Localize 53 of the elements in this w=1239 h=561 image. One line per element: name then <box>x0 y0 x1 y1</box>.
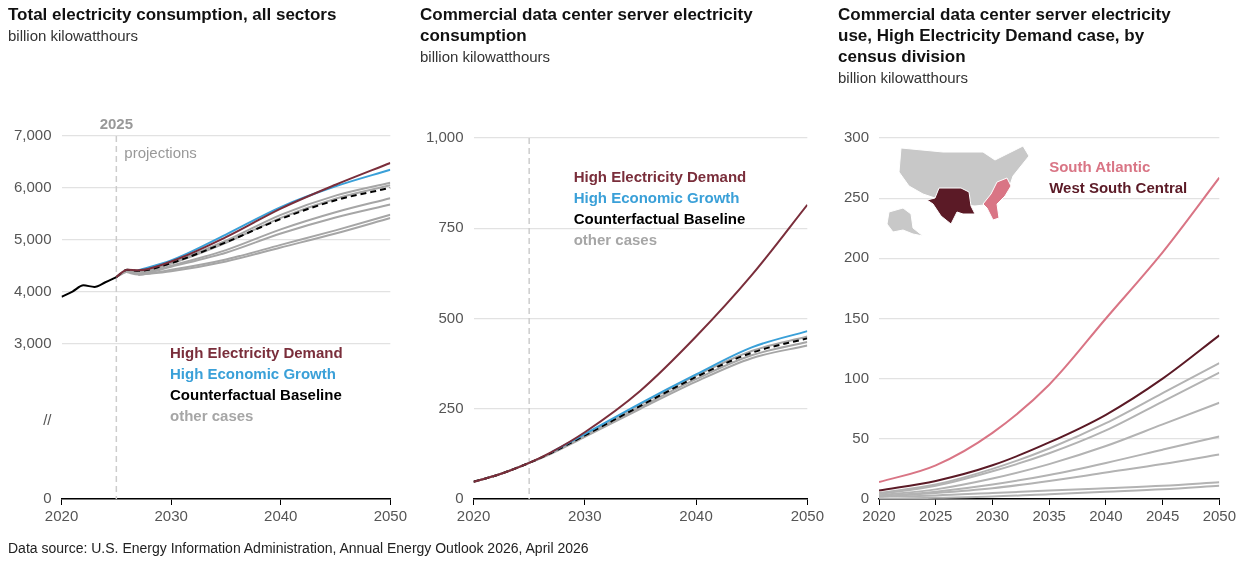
y-tick-label: 250 <box>438 398 464 416</box>
y-tick-label: 0 <box>860 489 870 507</box>
source-note: Data source: U.S. Energy Information Administration, Annual Energy Outlook 2026, April 2026 <box>8 540 589 556</box>
x-tick-label: 2020 <box>862 507 896 525</box>
chart-title: Commercial data center server electricity use, High Electricity Demand case, by census division <box>838 5 1171 66</box>
y-tick-label: 100 <box>844 368 870 386</box>
y-tick-label: 500 <box>438 308 464 326</box>
text: Counterfactual Baseline <box>170 385 342 403</box>
y-tick-label: 0 <box>43 489 52 507</box>
x-tick-label: 2040 <box>679 507 713 525</box>
y-tick-label: 6,000 <box>13 178 52 195</box>
text: High Economic Growth <box>170 364 336 382</box>
x-tick-label: 2020 <box>456 507 491 525</box>
x-tick-label: 2025 <box>919 507 953 525</box>
y-tick-label: 50 <box>852 428 870 446</box>
text: South Atlantic <box>1049 158 1151 176</box>
x-tick-label: 2050 <box>790 507 824 525</box>
y-tick-label: 4,000 <box>13 281 52 299</box>
x-tick-label: 2050 <box>373 507 407 525</box>
ref-line-label: 2025 <box>99 114 134 132</box>
text: other cases <box>170 406 254 424</box>
y-tick-label: 1,000 <box>425 128 464 146</box>
text: other cases <box>573 231 658 249</box>
x-tick-label: 2050 <box>1202 507 1236 525</box>
x-tick-label: 2035 <box>1032 507 1066 525</box>
x-tick-label: 2030 <box>568 507 602 525</box>
y-tick-label: 150 <box>844 308 870 326</box>
text: West South Central <box>1049 179 1188 197</box>
chart-subtitle: billion kilowatthours <box>838 68 970 88</box>
x-tick-label: 2020 <box>44 507 79 525</box>
chart-title: Total electricity consumption, all sectors <box>8 5 337 24</box>
x-tick-label: 2045 <box>1145 507 1180 525</box>
y-tick-label: 5,000 <box>13 229 52 247</box>
text: High Economic Growth <box>573 189 740 207</box>
y-tick-label: 7,000 <box>13 126 52 144</box>
x-tick-label: 2040 <box>264 507 298 525</box>
y-tick-label: 3,000 <box>13 333 52 351</box>
y-tick-label: 300 <box>844 128 870 146</box>
y-tick-label: 200 <box>844 248 870 266</box>
text: High Electricity Demand <box>573 168 747 186</box>
y-tick-label: 750 <box>438 218 464 236</box>
y-tick-label: 250 <box>844 188 870 206</box>
chart-subtitle: billion kilowatthours <box>420 47 552 67</box>
x-tick-label: 2030 <box>154 507 188 525</box>
text: Counterfactual Baseline <box>573 210 746 228</box>
chart-subtitle: billion kilowatthours <box>8 26 140 46</box>
text: High Electricity Demand <box>170 343 343 361</box>
annotation: projections <box>124 144 197 162</box>
chart-title: Commercial data center server electricity consumption <box>420 5 753 45</box>
y-tick-label: 0 <box>455 489 464 507</box>
text: // <box>43 411 53 429</box>
x-tick-label: 2040 <box>1089 507 1123 525</box>
x-tick-label: 2030 <box>975 507 1010 525</box>
